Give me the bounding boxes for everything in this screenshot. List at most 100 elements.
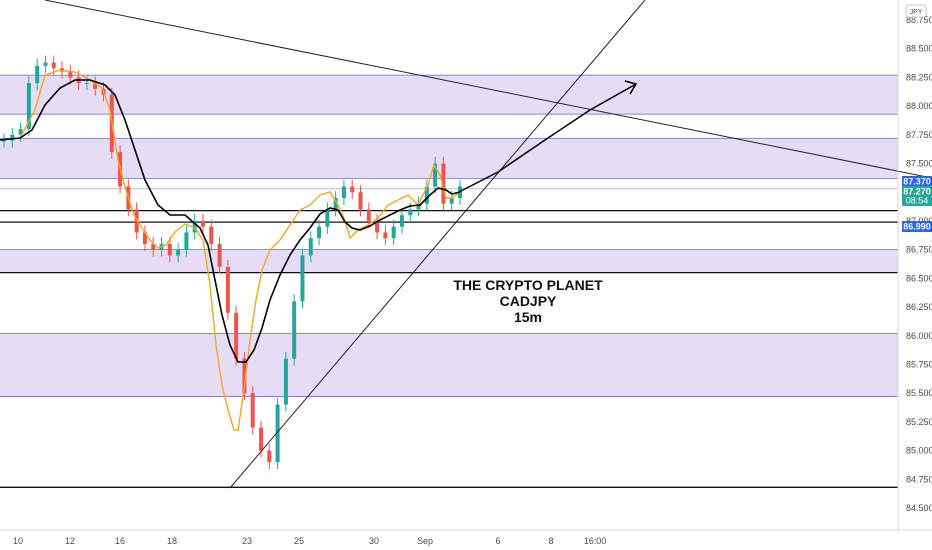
candle-body-34 <box>283 358 288 405</box>
candle-body-42 <box>350 186 355 193</box>
y-tick-13: 85.500 <box>906 388 932 398</box>
x-tick-3: 18 <box>167 536 177 546</box>
candle-body-33 <box>275 404 280 463</box>
candle-body-1 <box>10 134 15 141</box>
x-tick-0: 10 <box>13 536 23 546</box>
x-tick-2: 16 <box>115 536 125 546</box>
moving-average-fast <box>0 69 461 431</box>
y-tick-4: 87.750 <box>906 130 932 140</box>
x-tick-8: 6 <box>495 536 500 546</box>
x-tick-9: 8 <box>548 536 553 546</box>
candle-body-48 <box>399 215 404 227</box>
y-tick-16: 84.750 <box>906 474 932 484</box>
annotation-line-3: 15m <box>514 309 542 325</box>
annotation-line-2: CADJPY <box>500 293 557 309</box>
price-badge-value-0: 87.370 <box>903 177 931 187</box>
x-tick-7: Sep <box>417 536 433 546</box>
y-tick-14: 85.250 <box>906 417 932 427</box>
candle-body-24 <box>200 220 205 227</box>
candle-body-39 <box>325 209 330 227</box>
x-tick-6: 30 <box>369 536 379 546</box>
y-tick-0: 88.750 <box>906 15 932 25</box>
candle-body-5 <box>43 62 48 66</box>
candle-body-4 <box>35 65 40 84</box>
zones-layer <box>0 74 898 398</box>
y-tick-8: 86.750 <box>906 245 932 255</box>
price-badge-value-2: 86.990 <box>903 222 931 232</box>
candle-body-23 <box>192 220 197 233</box>
candle-body-16 <box>134 209 139 233</box>
candle-body-37 <box>308 238 313 256</box>
projection-arrow <box>458 83 637 193</box>
zone-2 <box>0 249 898 273</box>
candle-body-0 <box>2 140 6 142</box>
candle-body-30 <box>250 393 255 428</box>
x-tick-5: 25 <box>294 536 304 546</box>
candle-body-51 <box>424 186 429 204</box>
candle-body-36 <box>300 255 305 302</box>
zone-0 <box>0 75 898 115</box>
candle-body-27 <box>225 266 230 313</box>
y-tick-3: 88.000 <box>906 101 932 111</box>
candle-body-43 <box>358 192 363 210</box>
y-tick-10: 86.250 <box>906 302 932 312</box>
candle-body-32 <box>267 450 272 463</box>
y-tick-9: 86.500 <box>906 273 932 283</box>
y-tick-1: 88.500 <box>906 44 932 54</box>
candle-body-44 <box>366 209 371 221</box>
candle-body-28 <box>234 312 239 359</box>
zone-1 <box>0 138 898 179</box>
price-badge-0 <box>902 176 932 187</box>
candle-body-18 <box>151 243 156 250</box>
candle-body-41 <box>341 186 346 198</box>
y-tick-17: 84.500 <box>906 503 932 513</box>
y-tick-12: 85.750 <box>906 359 932 369</box>
ascending-trendline <box>229 0 646 489</box>
candle-body-25 <box>209 226 214 244</box>
price-badge-value-1: 87.270 <box>903 187 931 197</box>
annotation-line-1: THE CRYPTO PLANET <box>453 277 603 293</box>
candle-body-10 <box>84 83 89 85</box>
candle-body-54 <box>449 197 454 204</box>
candle-body-17 <box>142 232 147 244</box>
candle-body-3 <box>26 83 31 130</box>
candle-body-31 <box>259 427 264 451</box>
y-tick-7: 87.000 <box>906 216 932 226</box>
candle-body-53 <box>441 163 446 204</box>
price-axis-ticks: 88.750 88.500 88.250 88.000 87.750 87.500 87.2… <box>906 15 932 513</box>
x-tick-1: 12 <box>65 536 75 546</box>
candle-body-49 <box>408 209 413 216</box>
currency-label-box <box>905 4 927 18</box>
moving-average-slow <box>0 79 461 363</box>
price-badge-2 <box>902 221 932 232</box>
y-tick-15: 85.000 <box>906 446 932 456</box>
y-tick-2: 88.250 <box>906 72 932 82</box>
y-tick-11: 86.000 <box>906 331 932 341</box>
candle-body-26 <box>217 243 222 267</box>
levels-layer <box>0 178 898 488</box>
candle-body-22 <box>184 232 189 250</box>
candle-body-47 <box>391 226 396 239</box>
candle-body-35 <box>292 301 297 359</box>
time-axis-ticks: 10 12 16 18 23 25 30 Sep 6 8 16:00 <box>13 536 606 546</box>
candle-body-40 <box>333 197 338 210</box>
zone-3 <box>0 333 898 397</box>
candle-body-8 <box>68 71 73 78</box>
x-tick-10: 16:00 <box>584 536 607 546</box>
candle-body-11 <box>93 83 98 89</box>
descending-trendline <box>44 0 932 179</box>
candle-body-21 <box>176 249 181 256</box>
price-badge-1 <box>902 186 932 206</box>
candle-body-52 <box>433 163 438 187</box>
candle-body-50 <box>416 203 421 210</box>
x-tick-4: 23 <box>242 536 252 546</box>
candle-body-46 <box>383 232 388 239</box>
currency-label: JPY <box>910 9 923 16</box>
candle-body-2 <box>18 129 23 135</box>
candle-body-38 <box>317 226 322 239</box>
candle-body-20 <box>167 243 172 256</box>
y-tick-5: 87.500 <box>906 159 932 169</box>
candle-body-45 <box>375 220 380 233</box>
